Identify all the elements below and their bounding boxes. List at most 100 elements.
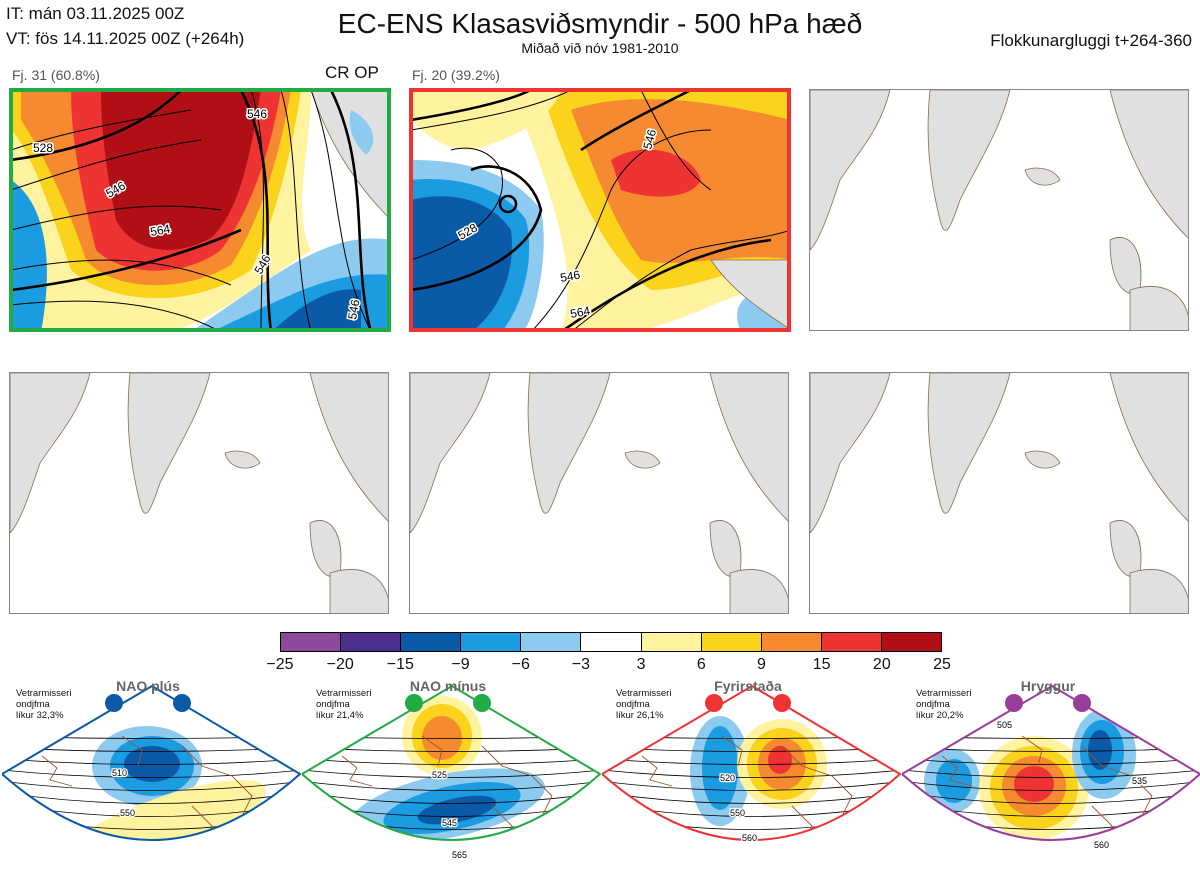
- cluster-map-2-drawing: 528546528546564: [411, 90, 789, 330]
- regime-note: Vetrarmisseri ondjfma líkur 20,2%: [916, 688, 971, 721]
- height-contour: [302, 779, 600, 791]
- regime-contour-label: 560: [1094, 840, 1109, 850]
- colorbar-tick-label: −9: [451, 656, 470, 673]
- regime-4: 505 535 560: [900, 676, 1200, 871]
- colorbar-tick-label: 3: [636, 656, 646, 673]
- cluster-map-6: [809, 372, 1189, 614]
- colorbar-tick-label: −6: [511, 656, 530, 673]
- regime-contour-label: 560: [742, 833, 757, 843]
- contour-label: 564: [569, 304, 591, 321]
- height-contour: [302, 757, 600, 765]
- regime-fan: 520 550 560: [600, 684, 902, 869]
- regime-contour-label: 510: [112, 768, 127, 778]
- contour-label: 546: [640, 127, 659, 150]
- cluster-map-2: 528546528546564: [410, 89, 790, 331]
- height-contour: [602, 757, 900, 765]
- cluster-1-frame: [9, 88, 391, 332]
- regime-fan: 525 545 565: [300, 684, 602, 861]
- regime-name: Hryggur: [1020, 678, 1076, 694]
- regime-frame: [900, 684, 1200, 841]
- regime-name: NAO plús: [116, 678, 180, 694]
- contour-label: 546: [247, 107, 267, 121]
- colorbar-tick-label: −15: [386, 656, 414, 673]
- regime-marker: [773, 694, 791, 712]
- regime-contour-label: 550: [120, 808, 135, 818]
- anomaly-blob: [58, 780, 266, 840]
- regime-marker: [1005, 694, 1023, 712]
- colorbar-swatch: [761, 633, 822, 651]
- regime-note: Vetrarmisseri ondjfma líkur 21,4%: [316, 688, 371, 721]
- regime-frame: [300, 684, 602, 841]
- cluster-1-label-outside: Fj. 31 (60.8%): [12, 67, 100, 83]
- regime-name: Fyrirstaða: [714, 678, 782, 694]
- coastline: [41, 735, 263, 840]
- regime-note-line: Vetrarmisseri: [616, 688, 672, 699]
- colorbar-tick-label: 9: [757, 656, 766, 673]
- anomaly-blob: [768, 746, 792, 774]
- height-contour: [902, 846, 1200, 869]
- regime-note-line: ondjfma: [16, 699, 50, 710]
- coastline: [641, 735, 863, 840]
- colorbar-tick-label: 6: [696, 656, 706, 673]
- cluster-1-tag: CR OP: [325, 63, 379, 82]
- height-contour: [602, 846, 902, 869]
- colorbar-tick-label: 20: [872, 656, 891, 673]
- cluster-2-label: Fj. 20 (39.2%): [412, 67, 500, 83]
- page-title: EC-ENS Klasasviðsmyndir - 500 hPa hæð: [337, 8, 863, 39]
- colorbar-swatch: [581, 633, 642, 651]
- colorbar-swatch: [521, 633, 582, 651]
- regime-1: 510 550: [0, 676, 302, 871]
- regime-note-line: Vetrarmisseri: [316, 688, 372, 699]
- contour-label: 528: [33, 141, 53, 155]
- classification-window: Flokkunargluggi t+264-360: [990, 31, 1192, 50]
- regime-note-line: Vetrarmisseri: [16, 688, 72, 699]
- height-contour: [2, 757, 300, 765]
- height-contour: [2, 846, 302, 869]
- height-contour: [902, 779, 1200, 791]
- colorbar-swatch: [701, 633, 762, 651]
- cluster-map-4: [9, 372, 389, 614]
- coastline: [341, 735, 563, 840]
- regime-contour-label: 505: [997, 720, 1012, 730]
- initial-time: IT: mán 03.11.2025 00Z: [6, 4, 185, 23]
- regime-2: 525 545 565: [300, 676, 602, 871]
- anomaly-colorbar: [280, 632, 942, 652]
- colorbar-swatch: [281, 633, 342, 651]
- regime-marker: [405, 694, 423, 712]
- regime-note-line: ondjfma: [316, 699, 350, 710]
- anomaly-blob: [1014, 850, 1046, 862]
- colorbar-swatch: [641, 633, 702, 651]
- height-contour: [302, 768, 600, 778]
- regime-fan: 505 535 560: [900, 684, 1200, 869]
- height-contour: [902, 768, 1200, 778]
- colorbar-tick-label: −20: [326, 656, 354, 673]
- contour-label: 564: [149, 222, 171, 239]
- colorbar-swatch: [401, 633, 462, 651]
- regime-note-line: líkur 26,1%: [616, 710, 664, 721]
- contour-label: 546: [559, 268, 581, 285]
- height-contour: [2, 768, 300, 778]
- regime-note: Vetrarmisseri ondjfma líkur 32,3%: [16, 688, 71, 721]
- cluster-map-6-drawing: [810, 373, 1188, 613]
- page-subtitle: Miðað við nóv 1981-2010: [521, 40, 679, 56]
- regime-marker: [105, 694, 123, 712]
- regime-contour-label: 545: [442, 818, 457, 828]
- height-contour: [602, 768, 900, 778]
- regime-marker: [473, 694, 491, 712]
- regime-contour-label: 565: [452, 850, 467, 860]
- valid-time: VT: fös 14.11.2025 00Z (+264h): [6, 29, 245, 48]
- regime-note-line: Vetrarmisseri: [916, 688, 972, 699]
- regime-contour-label: 520: [720, 773, 735, 783]
- colorbar-swatch: [881, 633, 942, 651]
- regime-marker: [1073, 694, 1091, 712]
- cluster-map-3: [809, 89, 1189, 331]
- cluster-map-5: [409, 372, 789, 614]
- colorbar-tick-label: 15: [812, 656, 831, 673]
- colorbar-tick-label: −3: [571, 656, 591, 673]
- regime-note-line: ondjfma: [916, 699, 950, 710]
- regime-note-line: líkur 32,3%: [16, 710, 64, 721]
- regime-contour-label: 525: [432, 770, 447, 780]
- regime-marker: [705, 694, 723, 712]
- height-contour: [2, 779, 300, 791]
